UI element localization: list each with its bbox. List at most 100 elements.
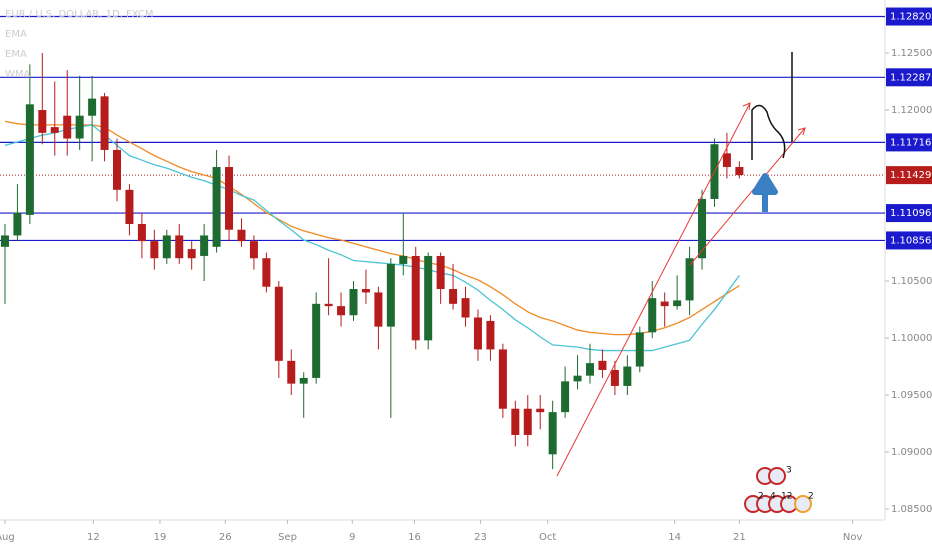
legend-label: EMA: [5, 29, 27, 40]
candle-body: [200, 235, 209, 256]
event-icon[interactable]: [794, 495, 812, 513]
candle-body: [349, 289, 358, 316]
candle-body: [187, 249, 196, 259]
level-label-box: [886, 7, 932, 26]
level-label: 1.12820: [890, 12, 931, 23]
arrow-head: [742, 102, 751, 111]
event-badge: 3: [786, 466, 792, 476]
level-label: 1.11096: [890, 208, 931, 219]
level-label: 1.12287: [890, 72, 931, 83]
candle-body: [113, 149, 122, 190]
channel-line: [556, 102, 751, 477]
level-label-box: [886, 204, 932, 223]
event-icon[interactable]: [768, 467, 786, 485]
candle-body: [13, 212, 22, 236]
candle-body: [63, 115, 72, 139]
candle-body: [722, 153, 731, 168]
candle-body: [162, 235, 171, 259]
drawings: [556, 52, 812, 513]
candle-body: [386, 263, 395, 327]
x-tick-label: Nov: [843, 532, 863, 543]
candle-body: [150, 241, 159, 259]
x-tick-label: 19: [154, 532, 167, 543]
y-tick-label: 1.08500: [891, 504, 932, 515]
channel-line: [689, 127, 806, 266]
candle-body: [548, 412, 557, 455]
candle-body: [361, 289, 370, 293]
candle-body: [287, 360, 296, 384]
candle-body: [598, 360, 607, 370]
candle-body: [473, 317, 482, 350]
candle-body: [536, 408, 545, 413]
x-tick-label: 21: [733, 532, 746, 543]
level-label: 1.11429: [890, 170, 931, 181]
candle-body: [623, 366, 632, 386]
candle-body: [610, 369, 619, 386]
candle-body: [374, 292, 383, 327]
indicator-line: [4, 124, 740, 352]
level-label-box: [886, 166, 932, 185]
legend-label: EMA: [5, 49, 27, 60]
candle-body: [685, 258, 694, 301]
x-tick-label: 9: [349, 532, 355, 543]
candle-body: [735, 167, 744, 176]
plot: [0, 15, 885, 470]
candle-body: [673, 300, 682, 307]
candle-body: [635, 332, 644, 367]
price-axis: [885, 0, 932, 550]
candle-body: [561, 381, 570, 413]
candle-body: [75, 115, 84, 139]
level-label-box: [886, 133, 932, 152]
drawing-curve: [751, 104, 786, 160]
level-label-box: [886, 231, 932, 250]
candle-body: [38, 110, 47, 133]
event-badge: 12: [781, 492, 792, 502]
candle-body: [399, 255, 408, 264]
candle-body: [137, 224, 146, 242]
candle-body: [660, 301, 669, 307]
candle-body: [125, 189, 134, 225]
candle-body: [0, 235, 9, 247]
x-tick-label: 14: [668, 532, 681, 543]
candle-body: [237, 229, 246, 242]
candle-body: [25, 104, 34, 215]
x-tick-label: Sep: [278, 532, 297, 543]
candle-body: [698, 198, 707, 259]
candle-body: [511, 408, 520, 435]
candle-body: [225, 167, 234, 230]
legend-label: WMA: [5, 69, 31, 80]
level-label: 1.10856: [890, 235, 931, 246]
candle-body: [212, 167, 221, 247]
candle-body: [573, 375, 582, 382]
arrow-head: [797, 127, 806, 136]
candle-body: [249, 241, 258, 259]
indicator-line: [4, 120, 740, 336]
candle-body: [337, 306, 346, 316]
event-badge: 4: [770, 492, 776, 502]
x-tick-label: 16: [408, 532, 421, 543]
candle-body: [648, 298, 657, 333]
candle-body: [312, 303, 321, 378]
candle-body: [88, 98, 97, 116]
x-tick-label: 23: [474, 532, 487, 543]
y-tick-label: 1.10000: [891, 333, 932, 344]
x-tick-label: Aug: [0, 532, 15, 543]
y-tick-label: 1.10500: [891, 276, 932, 287]
candle-body: [424, 255, 433, 341]
candle-body: [498, 349, 507, 409]
y-tick-label: 1.12000: [891, 105, 932, 116]
y-tick-label: 1.09000: [891, 447, 932, 458]
candle-body: [299, 377, 308, 384]
y-tick-label: 1.12500: [891, 48, 932, 59]
candle-body: [586, 363, 594, 376]
candle-body: [324, 303, 333, 307]
event-badge: 2: [808, 492, 814, 502]
chart-title: EUR / U.S. DOLLAR, 1D, FXCM: [5, 9, 154, 20]
candle-body: [486, 320, 495, 350]
candle-body: [262, 258, 271, 287]
candle-body: [274, 286, 283, 361]
blue-arrow: [752, 173, 778, 212]
candle-body: [100, 96, 109, 150]
event-badge: 2: [758, 492, 764, 502]
